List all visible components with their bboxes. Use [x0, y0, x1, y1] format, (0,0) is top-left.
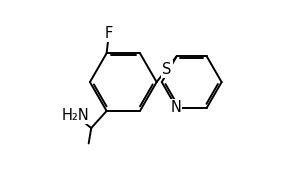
Text: S: S	[162, 62, 171, 77]
Text: F: F	[104, 26, 112, 41]
Text: H₂N: H₂N	[62, 108, 90, 123]
Text: N: N	[170, 101, 181, 115]
